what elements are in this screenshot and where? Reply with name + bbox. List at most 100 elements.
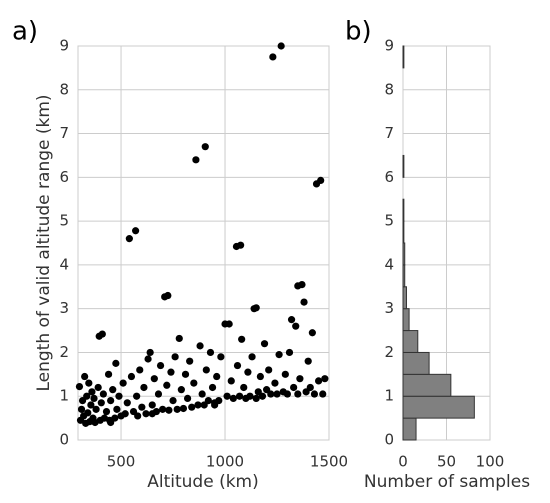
- point: [248, 353, 256, 361]
- panel-label: a): [12, 17, 38, 47]
- point: [223, 392, 231, 400]
- point: [298, 280, 306, 289]
- point: [281, 370, 289, 378]
- point: [125, 235, 133, 243]
- point: [136, 366, 144, 374]
- point: [258, 392, 267, 400]
- y-tick-label: 1: [384, 387, 394, 405]
- point: [81, 372, 89, 381]
- histogram-bar: [402, 330, 419, 353]
- point: [133, 392, 141, 400]
- y-tick-label: 7: [384, 124, 394, 142]
- histogram-bar: [402, 286, 407, 310]
- point: [98, 330, 106, 338]
- point: [146, 348, 154, 357]
- point: [296, 375, 304, 383]
- point: [140, 383, 148, 392]
- point: [201, 143, 209, 151]
- point: [269, 53, 277, 61]
- histogram-bar: [402, 308, 410, 332]
- y-tick-label: 4: [384, 255, 394, 273]
- point: [202, 366, 210, 374]
- point: [265, 366, 273, 374]
- x-tick-label: 1000: [206, 453, 244, 471]
- point: [186, 357, 194, 365]
- point: [237, 241, 245, 249]
- point: [252, 304, 260, 312]
- point: [77, 405, 86, 413]
- point: [208, 383, 217, 392]
- point: [156, 361, 165, 370]
- point: [115, 392, 123, 400]
- x-tick-label: 0: [398, 453, 408, 471]
- point: [315, 377, 323, 385]
- point: [134, 412, 142, 420]
- point: [159, 405, 167, 413]
- y-tick-label: 5: [59, 212, 69, 230]
- y-tick-label: 6: [59, 168, 69, 186]
- point: [271, 379, 279, 387]
- point: [292, 322, 300, 330]
- plot-area: [77, 45, 330, 441]
- y-tick-label: 6: [384, 168, 394, 186]
- point: [179, 404, 188, 413]
- y-tick-label: 7: [59, 124, 69, 142]
- point: [112, 359, 120, 367]
- histogram-bar: [402, 417, 417, 441]
- histogram-bar: [402, 395, 475, 419]
- point: [132, 227, 140, 235]
- point: [252, 394, 260, 403]
- x-tick-label: 50: [437, 453, 456, 471]
- x-tick-label: 500: [107, 453, 136, 471]
- point: [183, 394, 192, 403]
- point: [227, 377, 235, 385]
- point: [287, 316, 296, 324]
- point: [123, 399, 131, 407]
- point: [213, 372, 221, 381]
- point: [154, 390, 163, 398]
- point: [235, 392, 244, 400]
- point: [88, 388, 96, 396]
- point: [165, 406, 173, 414]
- histogram-bar: [402, 242, 406, 266]
- point: [240, 383, 248, 392]
- point: [104, 370, 113, 378]
- point: [148, 401, 156, 409]
- point: [84, 409, 92, 417]
- point: [121, 410, 129, 418]
- point: [310, 390, 319, 398]
- point: [319, 390, 327, 398]
- point: [127, 372, 136, 381]
- histogram-bar: [402, 220, 405, 244]
- point: [171, 353, 179, 361]
- point: [275, 351, 283, 359]
- histogram-bar: [402, 264, 406, 288]
- point: [256, 372, 264, 381]
- point: [294, 390, 302, 398]
- y-tick-label: 8: [384, 80, 394, 98]
- point: [87, 401, 95, 409]
- y-tick-label: 3: [59, 299, 69, 317]
- point: [94, 383, 102, 392]
- y-axis-label: Length of valid altitude range (km): [34, 94, 54, 391]
- point: [102, 407, 111, 416]
- point: [163, 381, 171, 389]
- point: [217, 353, 225, 361]
- histogram-bar: [402, 351, 430, 375]
- point: [290, 383, 298, 392]
- point: [211, 401, 219, 409]
- point: [300, 298, 308, 306]
- histogram-bar: [402, 373, 452, 397]
- point: [164, 291, 172, 300]
- x-tick-label: 100: [476, 453, 505, 471]
- point: [169, 397, 177, 405]
- point: [142, 410, 150, 418]
- y-tick-label: 1: [59, 387, 69, 405]
- point: [167, 368, 175, 376]
- point: [144, 355, 152, 363]
- y-tick-label: 0: [59, 431, 69, 449]
- point: [177, 386, 185, 394]
- y-tick-label: 8: [59, 80, 69, 98]
- point: [260, 340, 269, 348]
